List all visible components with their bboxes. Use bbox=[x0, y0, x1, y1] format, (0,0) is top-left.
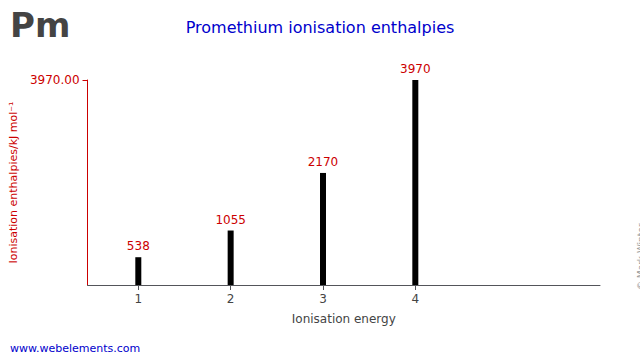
svg-text:4: 4 bbox=[412, 292, 420, 306]
svg-text:www.webelements.com: www.webelements.com bbox=[10, 342, 140, 355]
svg-text:Ionisation energy: Ionisation energy bbox=[292, 312, 396, 326]
svg-text:2: 2 bbox=[227, 292, 235, 306]
svg-text:© Mark Winter: © Mark Winter bbox=[636, 223, 640, 290]
svg-text:3970: 3970 bbox=[400, 62, 431, 76]
svg-text:3970.00: 3970.00 bbox=[30, 73, 80, 87]
svg-text:2170: 2170 bbox=[308, 155, 339, 169]
svg-text:538: 538 bbox=[127, 239, 150, 253]
svg-text:Promethium ionisation enthalpi: Promethium ionisation enthalpies bbox=[186, 18, 455, 37]
svg-text:Ionisation enthalpies/kJ mol⁻¹: Ionisation enthalpies/kJ mol⁻¹ bbox=[7, 102, 20, 264]
svg-text:Pm: Pm bbox=[10, 5, 70, 45]
svg-text:3: 3 bbox=[319, 292, 327, 306]
svg-text:1055: 1055 bbox=[215, 213, 246, 227]
svg-text:1: 1 bbox=[134, 292, 142, 306]
